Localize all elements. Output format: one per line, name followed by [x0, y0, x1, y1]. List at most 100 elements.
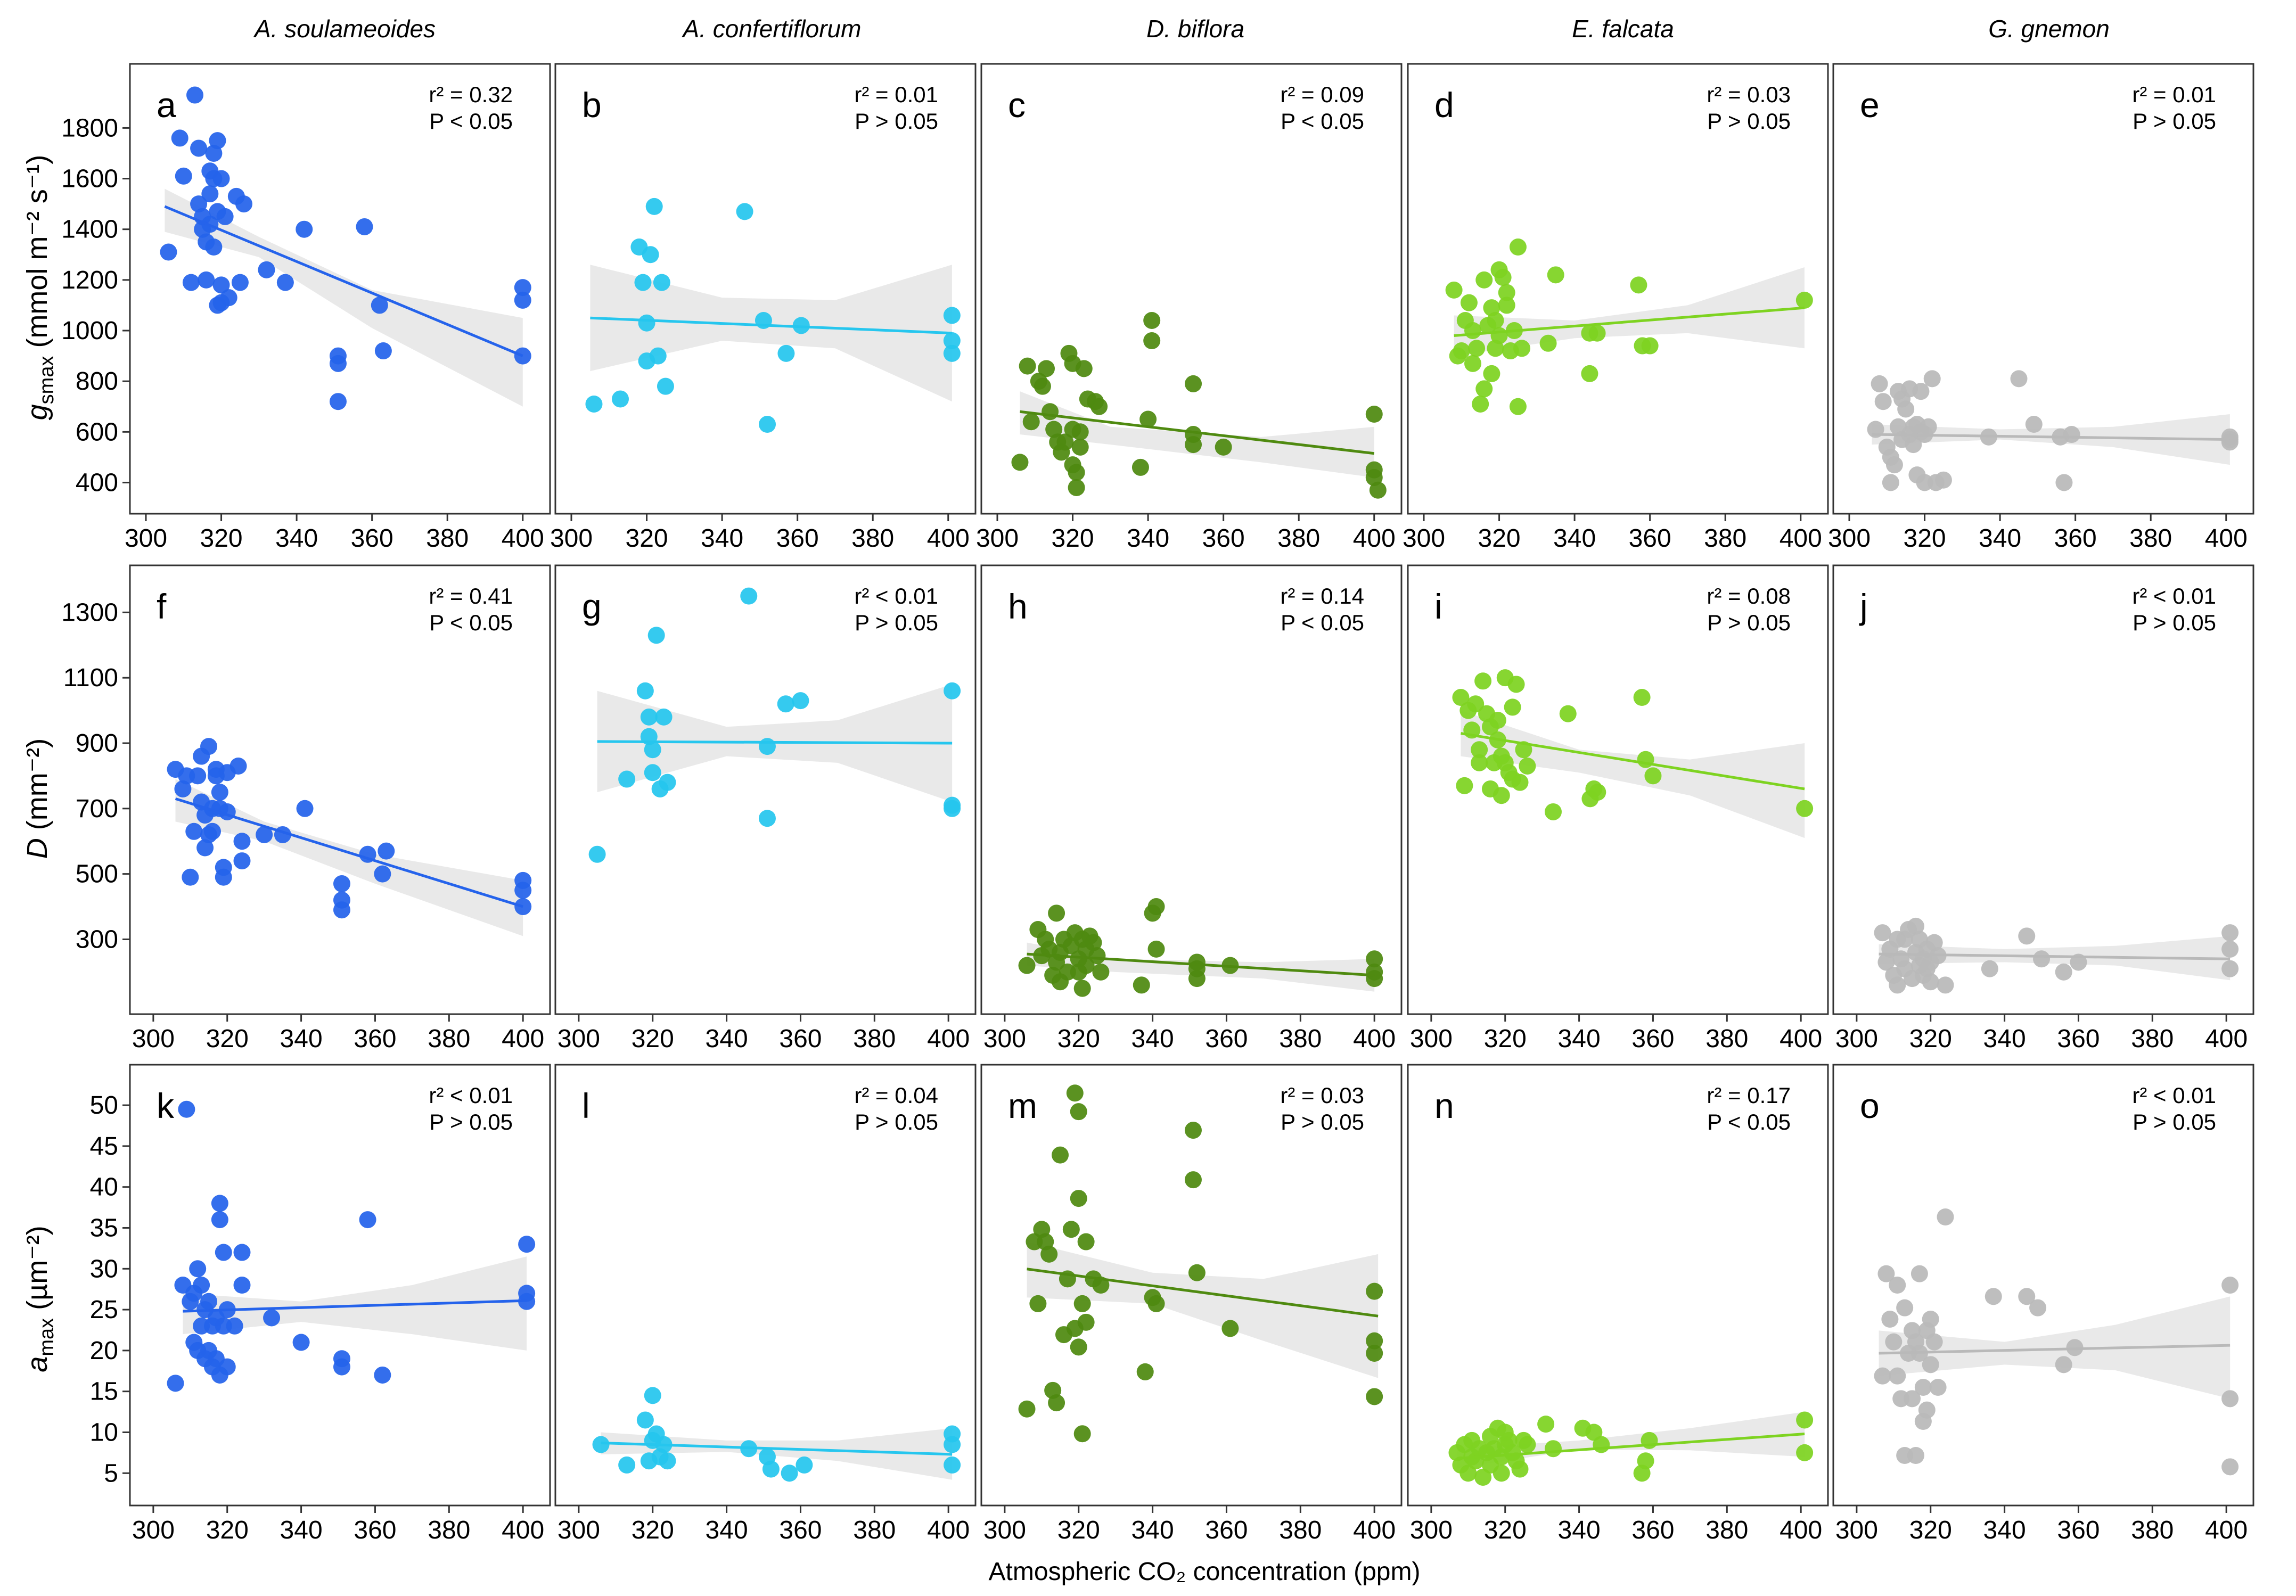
panel-e-x-tick-label: 360 — [2054, 524, 2097, 553]
panel-k-point — [167, 1375, 184, 1392]
panel-g-r2: r² < 0.01 — [854, 583, 938, 608]
panel-c-point — [1075, 360, 1093, 377]
panel-b-point — [638, 314, 655, 332]
panel-k-point — [233, 1277, 251, 1294]
panel-n-point — [1796, 1444, 1814, 1461]
panel-i-p-value: P > 0.05 — [1707, 610, 1791, 635]
panel-a-x-tick-label: 380 — [426, 524, 469, 553]
panel-j-x-tick-label: 320 — [1909, 1025, 1952, 1053]
panel-grid: 300 320 340 360 380 400 400 600 800 1000 1200 1400 1… — [61, 63, 2254, 1544]
panel-f-ci-band — [175, 779, 523, 936]
panel-m-x-tick-label: 340 — [1131, 1516, 1174, 1544]
panel-m-point — [1040, 1245, 1058, 1263]
panel-h-point — [1018, 957, 1036, 974]
panel-h-point — [1092, 963, 1110, 981]
panel-f-point — [374, 865, 391, 883]
panel-o-point — [1925, 1333, 1943, 1351]
panel-o-point — [2055, 1356, 2072, 1373]
panel-f-y-tick-label: 300 — [76, 925, 118, 953]
panel-h-x-tick-label: 400 — [1353, 1025, 1396, 1053]
panel-l: 300 320 340 360 380 400 l r² = 0.04P > 0.05 — [554, 1064, 977, 1544]
panel-c-point — [1011, 454, 1029, 471]
panel-i-point — [1511, 774, 1529, 791]
panel-f-point — [296, 800, 314, 817]
panel-i-point — [1796, 800, 1814, 817]
panel-o-point — [1910, 1265, 1928, 1282]
panel-c-point — [1090, 398, 1108, 415]
panel-k-y-tick-label: 35 — [90, 1214, 118, 1242]
panel-h-p-value: P < 0.05 — [1281, 610, 1364, 635]
panel-a-point — [374, 342, 392, 360]
panel-k-x-tick-label: 380 — [428, 1516, 470, 1544]
panel-l-point — [636, 1411, 654, 1429]
panel-f-frame — [129, 564, 551, 1015]
panel-k-x-tick-label: 400 — [502, 1516, 544, 1544]
panel-e: 300 320 340 360 380 400 e r² = 0.01P > 0.05 — [1828, 63, 2254, 553]
panel-d-point — [1468, 340, 1486, 357]
species-header-1: A. confertiflorum — [682, 15, 862, 43]
panel-e-point — [1905, 436, 1922, 454]
panel-j-p-value: P > 0.05 — [2133, 610, 2216, 635]
panel-l-x-tick-label: 300 — [557, 1516, 600, 1544]
panel-j-ci-band — [1879, 936, 2231, 981]
panel-d-point — [1498, 284, 1515, 301]
panel-j-point — [1922, 973, 1939, 991]
panel-e-frame — [1832, 63, 2254, 515]
panel-e-point — [2010, 370, 2028, 388]
panel-d-x-tick-label: 360 — [1629, 524, 1671, 553]
panel-n-point — [1493, 1465, 1510, 1482]
panel-a-x-tick-label: 320 — [200, 524, 243, 553]
y-axis-label-amax: amax (µm⁻²) — [21, 1225, 58, 1372]
panel-b-x-tick-label: 380 — [851, 524, 894, 553]
panel-n-point — [1474, 1468, 1492, 1486]
panel-d-point — [1547, 266, 1564, 284]
panel-a-x-tick-label: 360 — [351, 524, 393, 553]
panel-k-point — [215, 1244, 232, 1261]
panel-i-x-tick-label: 360 — [1631, 1025, 1674, 1053]
panel-g-point — [588, 845, 606, 863]
panel-d-r2: r² = 0.03 — [1707, 82, 1791, 107]
panel-j-x-tick-label: 380 — [2131, 1025, 2174, 1053]
panel-d-x-tick-label: 300 — [1403, 524, 1445, 553]
panel-e-r2: r² = 0.01 — [2132, 82, 2216, 107]
panel-f-point — [256, 826, 273, 843]
panel-o-point — [1918, 1401, 1936, 1419]
panel-n-frame — [1407, 1064, 1829, 1507]
panel-m-point — [1184, 1171, 1202, 1189]
panel-k-letter: k — [157, 1086, 175, 1125]
panel-g-fit-line — [597, 740, 953, 745]
panel-o-point — [1889, 1277, 1906, 1294]
panel-n-point — [1796, 1411, 1814, 1429]
panel-j-point — [1937, 976, 1954, 994]
panel-o: 300 320 340 360 380 400 o r² < 0.01P > 0.05 — [1832, 1064, 2254, 1544]
panel-k-y-tick-label: 25 — [90, 1296, 118, 1324]
panel-a-point — [329, 355, 347, 372]
panel-k-x-tick-label: 360 — [354, 1516, 396, 1544]
panel-f-point — [182, 868, 199, 886]
panel-h-letter: h — [1008, 587, 1028, 626]
panel-n-point — [1511, 1460, 1529, 1478]
panel-f: 300 320 340 360 380 400 300 500 700 900 1100 1300 f r… — [61, 564, 551, 1053]
panel-b: 300 320 340 360 380 400 b r² = 0.01P > 0.05 — [550, 63, 977, 553]
panel-i-ci-band — [1461, 710, 1805, 838]
panel-o-point — [1904, 1390, 1921, 1408]
panel-a-point — [371, 297, 388, 314]
panel-f-point — [333, 901, 350, 919]
panel-b-frame — [554, 63, 977, 515]
panel-h-x-tick-label: 360 — [1205, 1025, 1248, 1053]
panel-c-point — [1068, 464, 1085, 481]
panel-e-point — [1885, 456, 1903, 474]
panel-b-point — [585, 395, 603, 413]
panel-o-point — [1881, 1311, 1899, 1328]
panel-d-point — [1509, 398, 1527, 415]
panel-a-point — [231, 274, 249, 291]
panel-o-x-tick-label: 400 — [2205, 1516, 2248, 1544]
panel-c-x-tick-label: 320 — [1052, 524, 1094, 553]
panel-i-x-tick-label: 300 — [1410, 1025, 1453, 1053]
panel-b-point — [759, 416, 776, 433]
panel-b-point — [634, 274, 652, 291]
panel-f-point — [514, 882, 532, 899]
panel-g-x-tick-label: 380 — [853, 1025, 896, 1053]
panel-k-point — [189, 1260, 207, 1278]
panel-k-point — [292, 1334, 310, 1351]
